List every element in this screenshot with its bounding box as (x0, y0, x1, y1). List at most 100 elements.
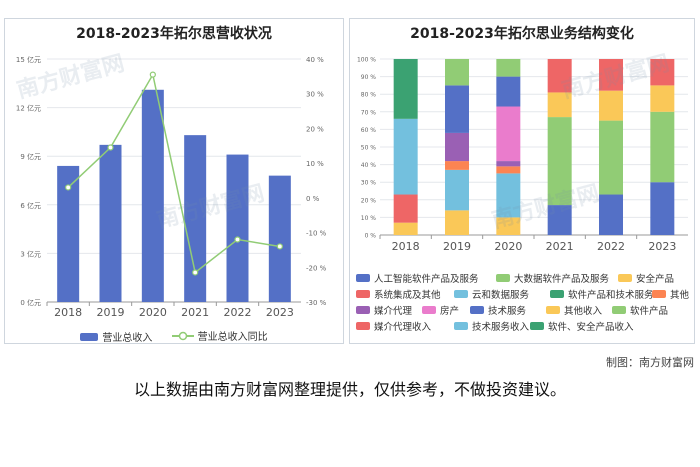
legend-item[interactable]: 人工智能软件产品及服务 (356, 271, 479, 285)
x-tick-label: 2023 (266, 306, 294, 319)
legend-row: 媒介代理收入 技术服务收入 软件、安全产品收入 (350, 319, 696, 335)
legend-item[interactable]: 软件产品 (612, 303, 668, 317)
legend-item[interactable]: 系统集成及其他 (356, 287, 441, 301)
legend-item-revenue[interactable]: 营业总收入 (80, 329, 152, 344)
yoy-point (107, 144, 114, 151)
legend-item-yoy[interactable]: 营业总收入同比 (171, 328, 268, 343)
yoy-line (67, 72, 280, 274)
y-tick-label: 40 % (361, 162, 377, 169)
legend-label: 人工智能软件产品及服务 (374, 274, 479, 285)
y-left-tick-label: 6 亿元 (20, 201, 41, 210)
stack-segment (650, 111, 675, 183)
legend-item[interactable]: 技术服务 (470, 303, 526, 317)
legend-swatch (356, 290, 370, 298)
stack-segment (445, 132, 469, 162)
legend-label: 媒介代理收入 (374, 322, 432, 333)
y-right-tick-label: 30 % (306, 91, 324, 99)
legend-label: 云和数据服务 (472, 290, 530, 301)
legend-swatch (470, 306, 484, 314)
revenue-bar (184, 135, 207, 302)
legend-swatch (356, 306, 370, 314)
stack-segment (547, 117, 572, 206)
legend-label: 技术服务收入 (472, 322, 530, 333)
legend-item[interactable]: 房产 (422, 303, 459, 317)
legend-swatch (356, 274, 370, 282)
revenue-bar (141, 89, 164, 302)
legend-row: 媒介代理 房产 技术服务 其他收入 软件产品 (350, 303, 696, 319)
y-tick-label: 0 % (365, 233, 377, 240)
right-chart-panel: 2018-2023年拓尔思业务结构变化 0 % 10 % 20 % 30 % 40 % 5… (349, 18, 695, 344)
x-tick-label: 2018 (392, 240, 420, 253)
legend-item[interactable]: 其他收入 (546, 303, 602, 317)
stack-segment (445, 85, 469, 133)
legend-item[interactable]: 软件产品和技术服务 (550, 287, 654, 301)
legend-label: 媒介代理 (374, 306, 413, 317)
legend-item[interactable]: 云和数据服务 (454, 287, 529, 301)
y-right-tick-label: 0 % (306, 195, 320, 203)
x-tick-label: 2023 (648, 240, 676, 253)
y-left-tick-label: 9 亿元 (20, 152, 41, 161)
legend-swatch (550, 290, 564, 298)
y-tick-label: 50 % (361, 145, 377, 152)
legend-item[interactable]: 其他 (652, 287, 689, 301)
legend-item[interactable]: 软件、安全产品收入 (530, 319, 634, 333)
legend-label: 软件、安全产品收入 (548, 322, 634, 333)
stack-segment (393, 222, 418, 235)
stack-segment (393, 194, 418, 223)
y-right-tick-label: -10 % (306, 230, 327, 238)
y-tick-label: 70 % (361, 109, 377, 116)
stack-segment (496, 166, 521, 174)
chart-credit: 制图：南方财富网 (606, 356, 694, 369)
left-legend: 营业总收入 营业总收入同比 (5, 328, 343, 344)
business-structure-chart: 0 % 10 % 20 % 30 % 40 % 50 % 60 % 70 % 80 % 90 % 1… (357, 57, 688, 253)
legend-row: 系统集成及其他 云和数据服务 软件产品和技术服务 其他 (350, 287, 696, 303)
legend-swatch (612, 306, 626, 314)
revenue-bar (268, 175, 291, 302)
legend-item[interactable]: 大数据软件产品及服务 (496, 271, 609, 285)
legend-item[interactable]: 安全产品 (618, 271, 674, 285)
stack-segment (496, 76, 521, 107)
yoy-point (149, 71, 156, 78)
stack-segment (547, 92, 572, 118)
legend-row: 人工智能软件产品及服务 大数据软件产品及服务 安全产品 (350, 271, 696, 287)
y-tick-label: 100 % (357, 57, 376, 64)
legend-label: 其他 (670, 290, 690, 301)
revenue-bar (226, 154, 249, 302)
stack-segment (599, 90, 623, 121)
yoy-point (65, 184, 72, 191)
legend-label: 安全产品 (636, 274, 675, 285)
legend-label: 其他收入 (564, 306, 603, 317)
y-left-tick-label: 0 亿元 (20, 298, 41, 307)
stack-segment (599, 59, 623, 91)
x-tick-label: 2019 (443, 240, 471, 253)
stack-segment (496, 161, 521, 167)
legend-item[interactable]: 媒介代理 (356, 303, 412, 317)
legend-swatch (454, 290, 468, 298)
y-tick-label: 80 % (361, 92, 377, 99)
legend-item[interactable]: 媒介代理收入 (356, 319, 431, 333)
yoy-point (192, 269, 199, 276)
revenue-bar (99, 144, 122, 302)
stack-segment (496, 59, 521, 77)
legend-swatch (652, 290, 666, 298)
stack-segment (445, 161, 469, 170)
x-tick-label: 2022 (597, 240, 625, 253)
left-chart-panel: 2018-2023年拓尔思营收状况 0 亿元 3 亿元 6 亿元 9 亿元 12 亿元 1… (4, 18, 344, 344)
legend-swatch (546, 306, 560, 314)
y-right-tick-label: 10 % (306, 160, 324, 168)
stack-segment (650, 85, 675, 112)
x-tick-label: 2022 (224, 306, 252, 319)
right-chart-title: 2018-2023年拓尔思业务结构变化 (410, 26, 634, 42)
y-tick-label: 90 % (361, 74, 377, 81)
revenue-chart: 0 亿元 3 亿元 6 亿元 9 亿元 12 亿元 15 亿元 -30 % -20 % -10 … (16, 55, 327, 319)
stack-segment (496, 217, 521, 235)
legend-label: 房产 (440, 306, 460, 317)
legend-label: 软件产品 (630, 306, 669, 317)
legend-item[interactable]: 技术服务收入 (454, 319, 529, 333)
revenue-bar (57, 165, 80, 302)
legend-swatch (422, 306, 436, 314)
y-tick-label: 60 % (361, 127, 377, 134)
legend-label: 技术服务 (488, 306, 527, 317)
legend-swatch (530, 322, 544, 330)
y-right-tick-label: 40 % (306, 56, 324, 64)
